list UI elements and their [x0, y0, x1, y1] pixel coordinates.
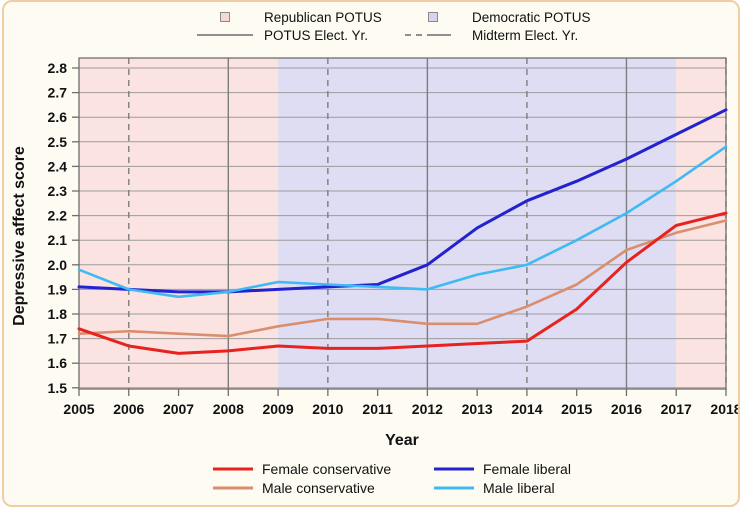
x-tick-label: 2016	[611, 401, 642, 417]
y-tick-label: 2.0	[48, 257, 68, 273]
x-tick-label: 2011	[362, 401, 393, 417]
legend-label-male-conservative: Male conservative	[262, 480, 375, 496]
legend-item-potus-elect-yr: POTUS Elect. Yr.	[194, 26, 368, 44]
republican-swatch-zone	[194, 12, 256, 22]
female-liberal-line-swatch-icon	[434, 467, 474, 471]
x-tick-label: 2015	[561, 401, 592, 417]
x-tick-label: 2006	[113, 401, 144, 417]
legend-label-female-conservative: Female conservative	[262, 461, 392, 477]
legend-label-potus-elect-yr: POTUS Elect. Yr.	[264, 27, 369, 43]
dashed-line-swatch-icon	[405, 34, 461, 36]
x-tick-label: 2013	[462, 401, 493, 417]
y-tick-label: 2.8	[48, 60, 68, 76]
y-tick-label: 2.2	[48, 208, 68, 224]
legend-label-republican-potus: Republican POTUS	[264, 9, 382, 25]
y-tick-label: 1.5	[48, 380, 68, 396]
potus-band	[278, 58, 677, 389]
y-axis-title: Depressive affect score	[11, 146, 28, 326]
x-tick-label: 2010	[312, 401, 343, 417]
y-tick-label: 2.3	[48, 183, 68, 199]
democratic-potus-swatch-icon	[428, 12, 438, 22]
y-tick-label: 2.1	[48, 232, 68, 248]
x-tick-label: 2014	[511, 401, 542, 417]
female-conservative-line-swatch-icon	[213, 467, 253, 471]
y-tick-label: 2.5	[48, 134, 68, 150]
legend-item-male-conservative: Male conservative	[212, 479, 375, 497]
x-axis-title: Year	[385, 432, 419, 449]
chart-svg: 1.5 1.6 1.7 1.8 1.9 2.0 2.1 2.2 2.3 2.4 2.5 2.6 2.7 2…	[48, 57, 740, 417]
series-male-conservative	[77, 219, 728, 338]
solid-line-swatch-icon	[197, 34, 253, 36]
x-tick-label: 2007	[163, 401, 194, 417]
x-tick-label: 2005	[63, 401, 94, 417]
legend-item-democratic-potus: Democratic POTUS	[402, 8, 591, 26]
y-tick-label: 2.7	[48, 85, 68, 101]
legend-item-midterm-elect-yr: Midterm Elect. Yr.	[402, 26, 578, 44]
midterm-line-swatch-zone	[402, 33, 464, 37]
legend-label-democratic-potus: Democratic POTUS	[472, 9, 591, 25]
potus-line-swatch-zone	[194, 33, 256, 37]
plot-border	[78, 57, 727, 390]
x-tick-label: 2008	[213, 401, 244, 417]
x-tick-label: 2017	[661, 401, 692, 417]
legend-item-female-liberal: Female liberal	[433, 460, 571, 478]
series-male-liberal	[77, 145, 728, 299]
y-tick-label: 1.8	[48, 306, 68, 322]
x-tick-label: 2018	[710, 401, 740, 417]
male-liberal-line-swatch-icon	[434, 486, 474, 490]
x-tick-label: 2012	[412, 401, 443, 417]
y-tick-label: 1.9	[48, 281, 68, 297]
legend-label-female-liberal: Female liberal	[483, 461, 571, 477]
legend-item-male-liberal: Male liberal	[433, 479, 555, 497]
x-tick-label: 2009	[262, 401, 293, 417]
y-tick-label: 2.6	[48, 109, 68, 125]
legend-item-republican-potus: Republican POTUS	[194, 8, 382, 26]
legend-item-female-conservative: Female conservative	[212, 460, 391, 478]
series-female-conservative	[77, 211, 728, 355]
male-conservative-line-swatch-icon	[213, 486, 253, 490]
legend-label-midterm-elect-yr: Midterm Elect. Yr.	[472, 27, 579, 43]
y-tick-label: 2.4	[48, 158, 68, 174]
democratic-swatch-zone	[402, 12, 464, 22]
legend-label-male-liberal: Male liberal	[483, 480, 555, 496]
y-tick-label: 1.7	[48, 331, 68, 347]
series-female-liberal	[77, 108, 728, 294]
y-tick-label: 1.6	[48, 355, 68, 371]
republican-potus-swatch-icon	[220, 12, 230, 22]
